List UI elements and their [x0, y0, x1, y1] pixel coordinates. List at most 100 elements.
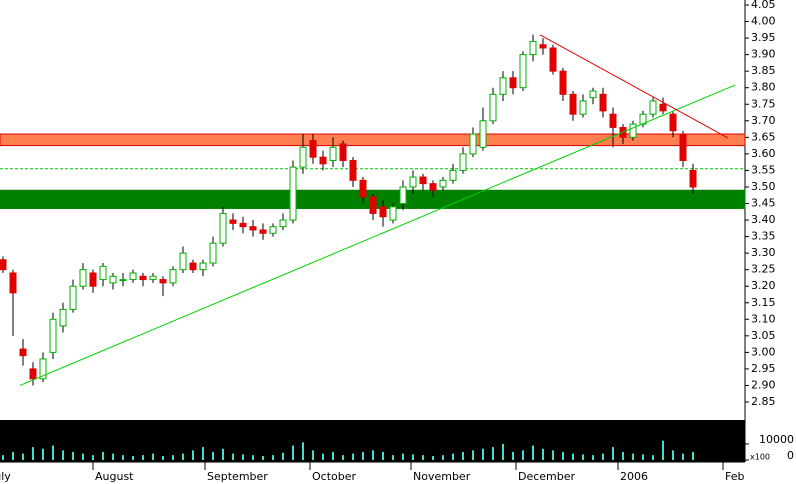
volume-bar	[12, 451, 14, 460]
candle-body	[19, 348, 27, 357]
candle-body	[239, 222, 247, 228]
volume-bar	[182, 453, 184, 460]
volume-bar	[42, 448, 44, 460]
x-tick-label: September	[207, 470, 268, 483]
volume-bar	[662, 440, 664, 460]
y-tick-label: 3.70	[751, 114, 776, 127]
candle-body	[149, 275, 157, 281]
candle-body	[39, 358, 47, 380]
volume-bar	[362, 451, 364, 460]
volume-bar	[402, 453, 404, 460]
volume-bar	[82, 453, 84, 460]
candle-body	[689, 169, 697, 188]
volume-bar	[252, 455, 254, 460]
volume-bar	[392, 455, 394, 460]
candle-body	[359, 179, 367, 198]
y-tick-label: 3.40	[751, 213, 776, 226]
candle-body	[379, 206, 387, 218]
candle-body	[659, 103, 667, 112]
candle-body	[309, 140, 317, 158]
trend-line	[539, 34, 729, 139]
candle-body	[289, 166, 297, 221]
y-tick-label: 4.00	[751, 15, 776, 28]
volume-bar	[532, 445, 534, 460]
volume-bar	[302, 442, 304, 460]
candle-body	[419, 176, 427, 185]
volume-bar	[232, 453, 234, 460]
candle-body	[209, 242, 217, 264]
candle-body	[299, 146, 307, 168]
candle-body	[229, 219, 237, 224]
volume-tick-label: 10000	[759, 433, 794, 446]
candle-body	[389, 206, 397, 221]
volume-bar	[202, 447, 204, 460]
candle-body	[169, 269, 177, 284]
volume-bar	[52, 445, 54, 460]
candle-body	[139, 275, 147, 281]
y-tick-label: 3.80	[751, 81, 776, 94]
volume-bar	[172, 455, 174, 460]
candle-body	[409, 176, 417, 188]
volume-bar	[22, 453, 24, 460]
volume-bar	[632, 453, 634, 460]
candle-body	[609, 113, 617, 128]
y-tick-label: 3.20	[751, 279, 776, 292]
volume-bar	[212, 451, 214, 460]
candle-body	[159, 279, 167, 284]
y-tick-label: 4.05	[751, 0, 776, 11]
candle-body	[559, 70, 567, 95]
price-band	[0, 133, 746, 147]
candle-body	[119, 279, 127, 282]
volume-bar	[142, 455, 144, 460]
y-tick-label: 3.05	[751, 329, 776, 342]
candle-body	[279, 219, 287, 228]
volume-bar	[32, 447, 34, 460]
volume-bar	[192, 450, 194, 460]
candle-body	[449, 169, 457, 181]
candle-body	[249, 226, 257, 231]
volume-bar	[642, 454, 644, 460]
volume-bar	[522, 450, 524, 460]
candle-body	[629, 123, 637, 138]
candle-body	[579, 100, 587, 115]
y-tick-label: 2.90	[751, 378, 776, 391]
y-tick-label: 3.75	[751, 97, 776, 110]
y-tick-label: 3.35	[751, 230, 776, 243]
x-tick-label: August	[95, 470, 134, 483]
volume-bar	[512, 451, 514, 460]
volume-unit: x100	[750, 453, 770, 462]
candle-body	[69, 285, 77, 310]
candle-body	[189, 262, 197, 271]
x-tick-label: July	[0, 470, 11, 483]
y-tick-label: 3.10	[751, 312, 776, 325]
candle-body	[569, 93, 577, 115]
candle-body	[9, 272, 17, 294]
volume-bar	[682, 453, 684, 460]
candle-body	[479, 120, 487, 148]
volume-bar	[332, 451, 334, 460]
volume-bar	[442, 455, 444, 460]
candle-body	[219, 212, 227, 244]
candle-body	[679, 133, 687, 161]
candle-body	[49, 318, 57, 353]
y-tick-label: 3.95	[751, 31, 776, 44]
candle-body	[339, 143, 347, 161]
y-tick-label: 3.55	[751, 163, 776, 176]
candle-body	[499, 77, 507, 95]
volume-bar	[652, 455, 654, 460]
volume-bar	[112, 453, 114, 460]
volume-bar	[612, 447, 614, 460]
candle-body	[79, 269, 87, 287]
volume-bar	[542, 448, 544, 460]
volume-bar	[562, 451, 564, 460]
volume-bar	[592, 455, 594, 460]
volume-bar	[72, 451, 74, 460]
candle-body	[179, 252, 187, 271]
volume-bar	[572, 453, 574, 460]
candle-body	[349, 159, 357, 181]
candle-body	[329, 146, 337, 161]
candle-body	[599, 93, 607, 112]
candle-body	[509, 77, 517, 89]
candle-body	[469, 133, 477, 155]
x-tick-label: October	[312, 470, 356, 483]
